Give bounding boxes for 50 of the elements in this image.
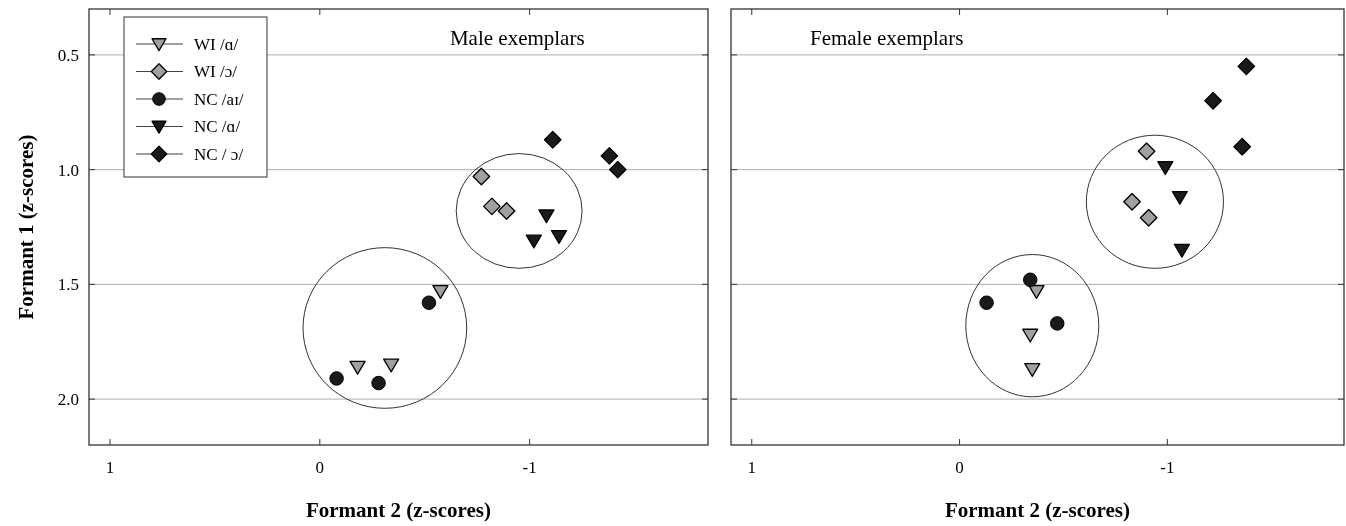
point bbox=[383, 358, 400, 373]
point bbox=[1139, 208, 1158, 227]
legend-label: NC /ɑ/ bbox=[194, 117, 241, 137]
text: Female exemplars bbox=[809, 26, 964, 50]
point bbox=[421, 295, 437, 310]
text: Male exemplars bbox=[449, 26, 585, 50]
x-tick-label: 0 bbox=[955, 458, 964, 477]
point bbox=[550, 229, 568, 244]
point bbox=[1022, 328, 1039, 343]
legend-label: NC / ɔ/ bbox=[194, 144, 244, 164]
point bbox=[432, 284, 449, 300]
point bbox=[497, 202, 516, 220]
y-axis-title: Formant 1 (z-scores) bbox=[14, 134, 38, 320]
x-tick-label: 1 bbox=[747, 458, 757, 477]
point bbox=[543, 130, 562, 149]
point bbox=[349, 360, 366, 375]
legend-label: NC /aɪ/ bbox=[194, 89, 244, 109]
point bbox=[1028, 284, 1045, 300]
point bbox=[525, 234, 542, 249]
point bbox=[1024, 363, 1041, 378]
point bbox=[1233, 137, 1252, 156]
x-tick-label: 0 bbox=[315, 458, 325, 477]
point bbox=[1173, 243, 1191, 258]
y-tick-label: 2.0 bbox=[57, 390, 79, 410]
point bbox=[482, 197, 501, 216]
legend-label: WI /ɑ/ bbox=[194, 34, 239, 54]
x-tick-label: -1 bbox=[1160, 458, 1175, 477]
x-tick-label: -1 bbox=[522, 458, 537, 477]
point bbox=[1204, 91, 1222, 110]
point bbox=[1137, 142, 1156, 161]
point bbox=[472, 167, 491, 186]
point bbox=[1171, 190, 1188, 205]
point bbox=[1237, 57, 1256, 76]
point bbox=[979, 295, 994, 310]
point bbox=[371, 375, 386, 391]
y-tick-label: 1.0 bbox=[57, 160, 79, 180]
point bbox=[1022, 272, 1038, 288]
point bbox=[538, 209, 555, 224]
point bbox=[329, 371, 344, 386]
x-axis-title: Formant 2 (z-scores) bbox=[305, 498, 492, 522]
x-axis-title: Formant 2 (z-scores) bbox=[944, 498, 1131, 522]
y-tick-label: 1.5 bbox=[57, 275, 79, 295]
point bbox=[1123, 192, 1141, 211]
legend-label: WI /ɔ/ bbox=[194, 62, 238, 82]
point bbox=[1157, 161, 1174, 176]
point bbox=[1049, 316, 1065, 331]
point bbox=[600, 146, 619, 165]
y-tick-label: 0.5 bbox=[57, 45, 79, 65]
x-tick-label: 1 bbox=[105, 458, 115, 477]
point bbox=[608, 160, 627, 179]
